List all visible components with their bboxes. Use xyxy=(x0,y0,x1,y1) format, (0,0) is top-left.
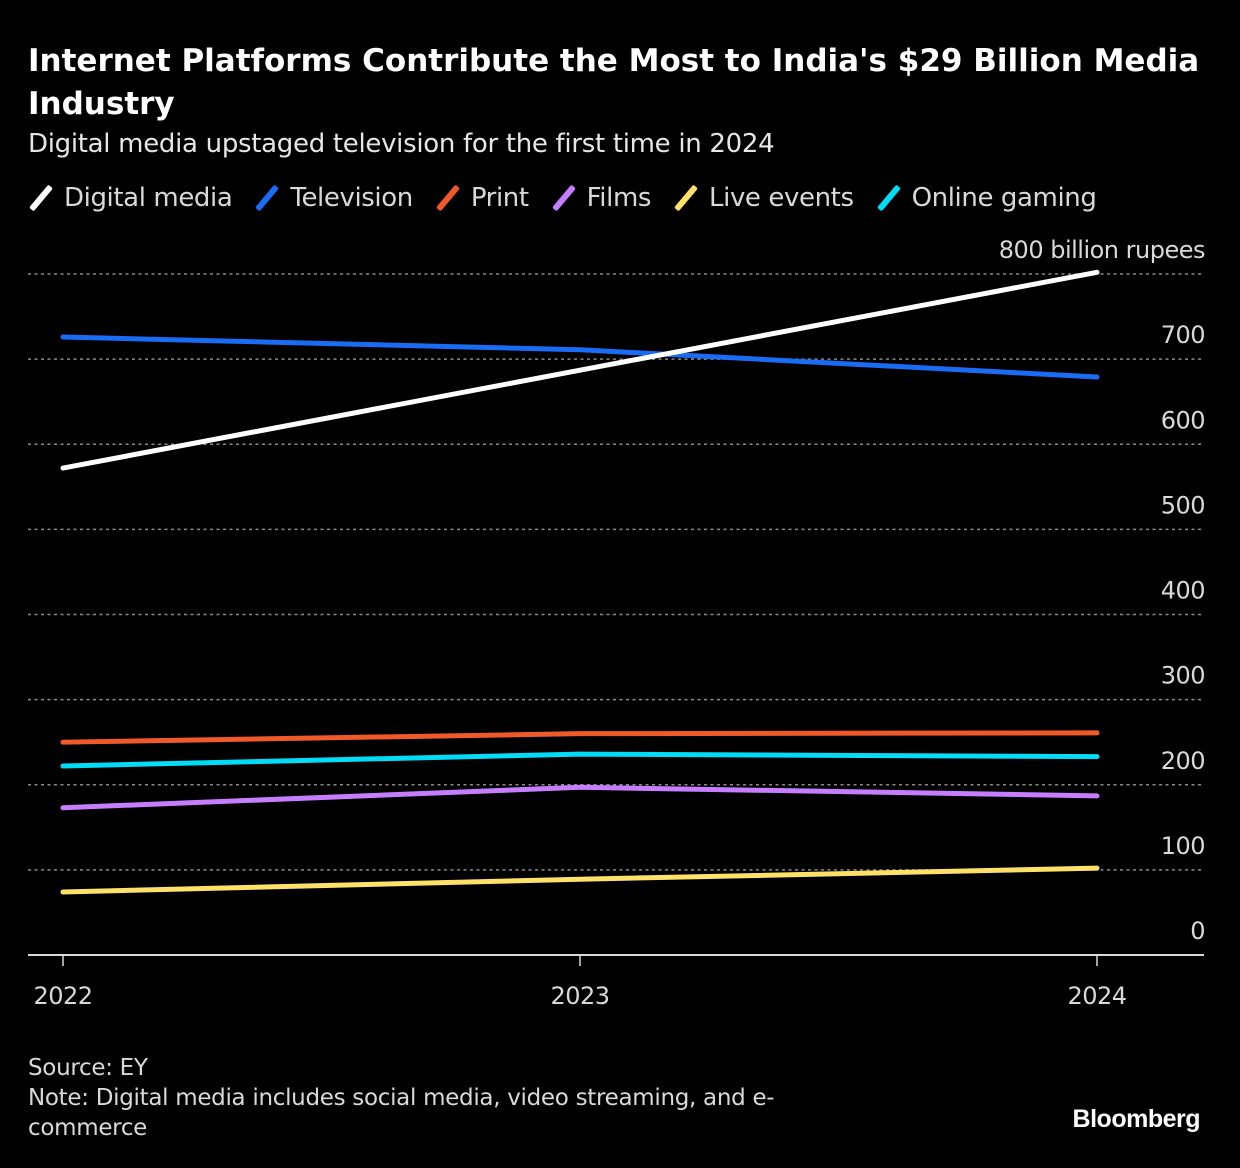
y-tick-label: 800 billion rupees xyxy=(999,236,1205,264)
legend-item: Live events xyxy=(673,183,854,213)
legend-label: Live events xyxy=(709,183,854,213)
series-line-films xyxy=(60,784,1100,811)
y-tick-label: 700 xyxy=(1161,321,1205,349)
legend-label: Television xyxy=(290,183,413,213)
series-line-television xyxy=(60,334,1100,380)
legend-label: Online gaming xyxy=(911,183,1097,213)
footer: Source: EY Note: Digital media includes … xyxy=(28,1053,848,1143)
series-line-digital-media xyxy=(60,269,1100,471)
legend-label: Print xyxy=(470,183,529,213)
legend-item: Print xyxy=(435,183,529,213)
series-line-online-gaming xyxy=(60,751,1100,769)
y-tick-label: 100 xyxy=(1161,832,1205,860)
y-tick-label: 200 xyxy=(1161,747,1205,775)
bloomberg-logo: Bloomberg xyxy=(1072,1105,1201,1133)
legend-item: Online gaming xyxy=(876,183,1097,213)
legend-label: Digital media xyxy=(64,183,233,213)
series-line-print xyxy=(60,730,1100,745)
y-tick-label: 300 xyxy=(1161,662,1205,690)
y-tick-label: 400 xyxy=(1161,577,1205,605)
legend: Digital media Television Print Films Live ev… xyxy=(28,183,1119,213)
legend-item: Television xyxy=(254,183,413,213)
y-tick-label: 0 xyxy=(1190,917,1205,945)
source-text: Source: EY xyxy=(28,1055,148,1081)
x-tick-label: 2023 xyxy=(550,982,609,1010)
y-tick-label: 500 xyxy=(1161,491,1205,519)
chart-title: Internet Platforms Contribute the Most t… xyxy=(28,43,1200,122)
legend-item: Digital media xyxy=(28,183,233,213)
chart-subtitle: Digital media upstaged television for th… xyxy=(28,129,775,159)
y-axis-tick-labels: 0 100 200 300 400 500 600 700 800 billion rupees xyxy=(999,236,1206,945)
y-tick-label: 600 xyxy=(1161,406,1205,434)
legend-item: Films xyxy=(551,183,652,213)
x-axis: 2022 2023 2024 xyxy=(28,954,1204,1010)
x-tick-label: 2024 xyxy=(1067,982,1126,1010)
series-line-live-events xyxy=(60,865,1100,895)
legend-label: Films xyxy=(586,183,652,213)
series-lines xyxy=(60,269,1100,895)
x-tick-label: 2022 xyxy=(33,982,92,1010)
gridlines xyxy=(28,273,1204,871)
note-text: Note: Digital media includes social medi… xyxy=(28,1085,775,1141)
